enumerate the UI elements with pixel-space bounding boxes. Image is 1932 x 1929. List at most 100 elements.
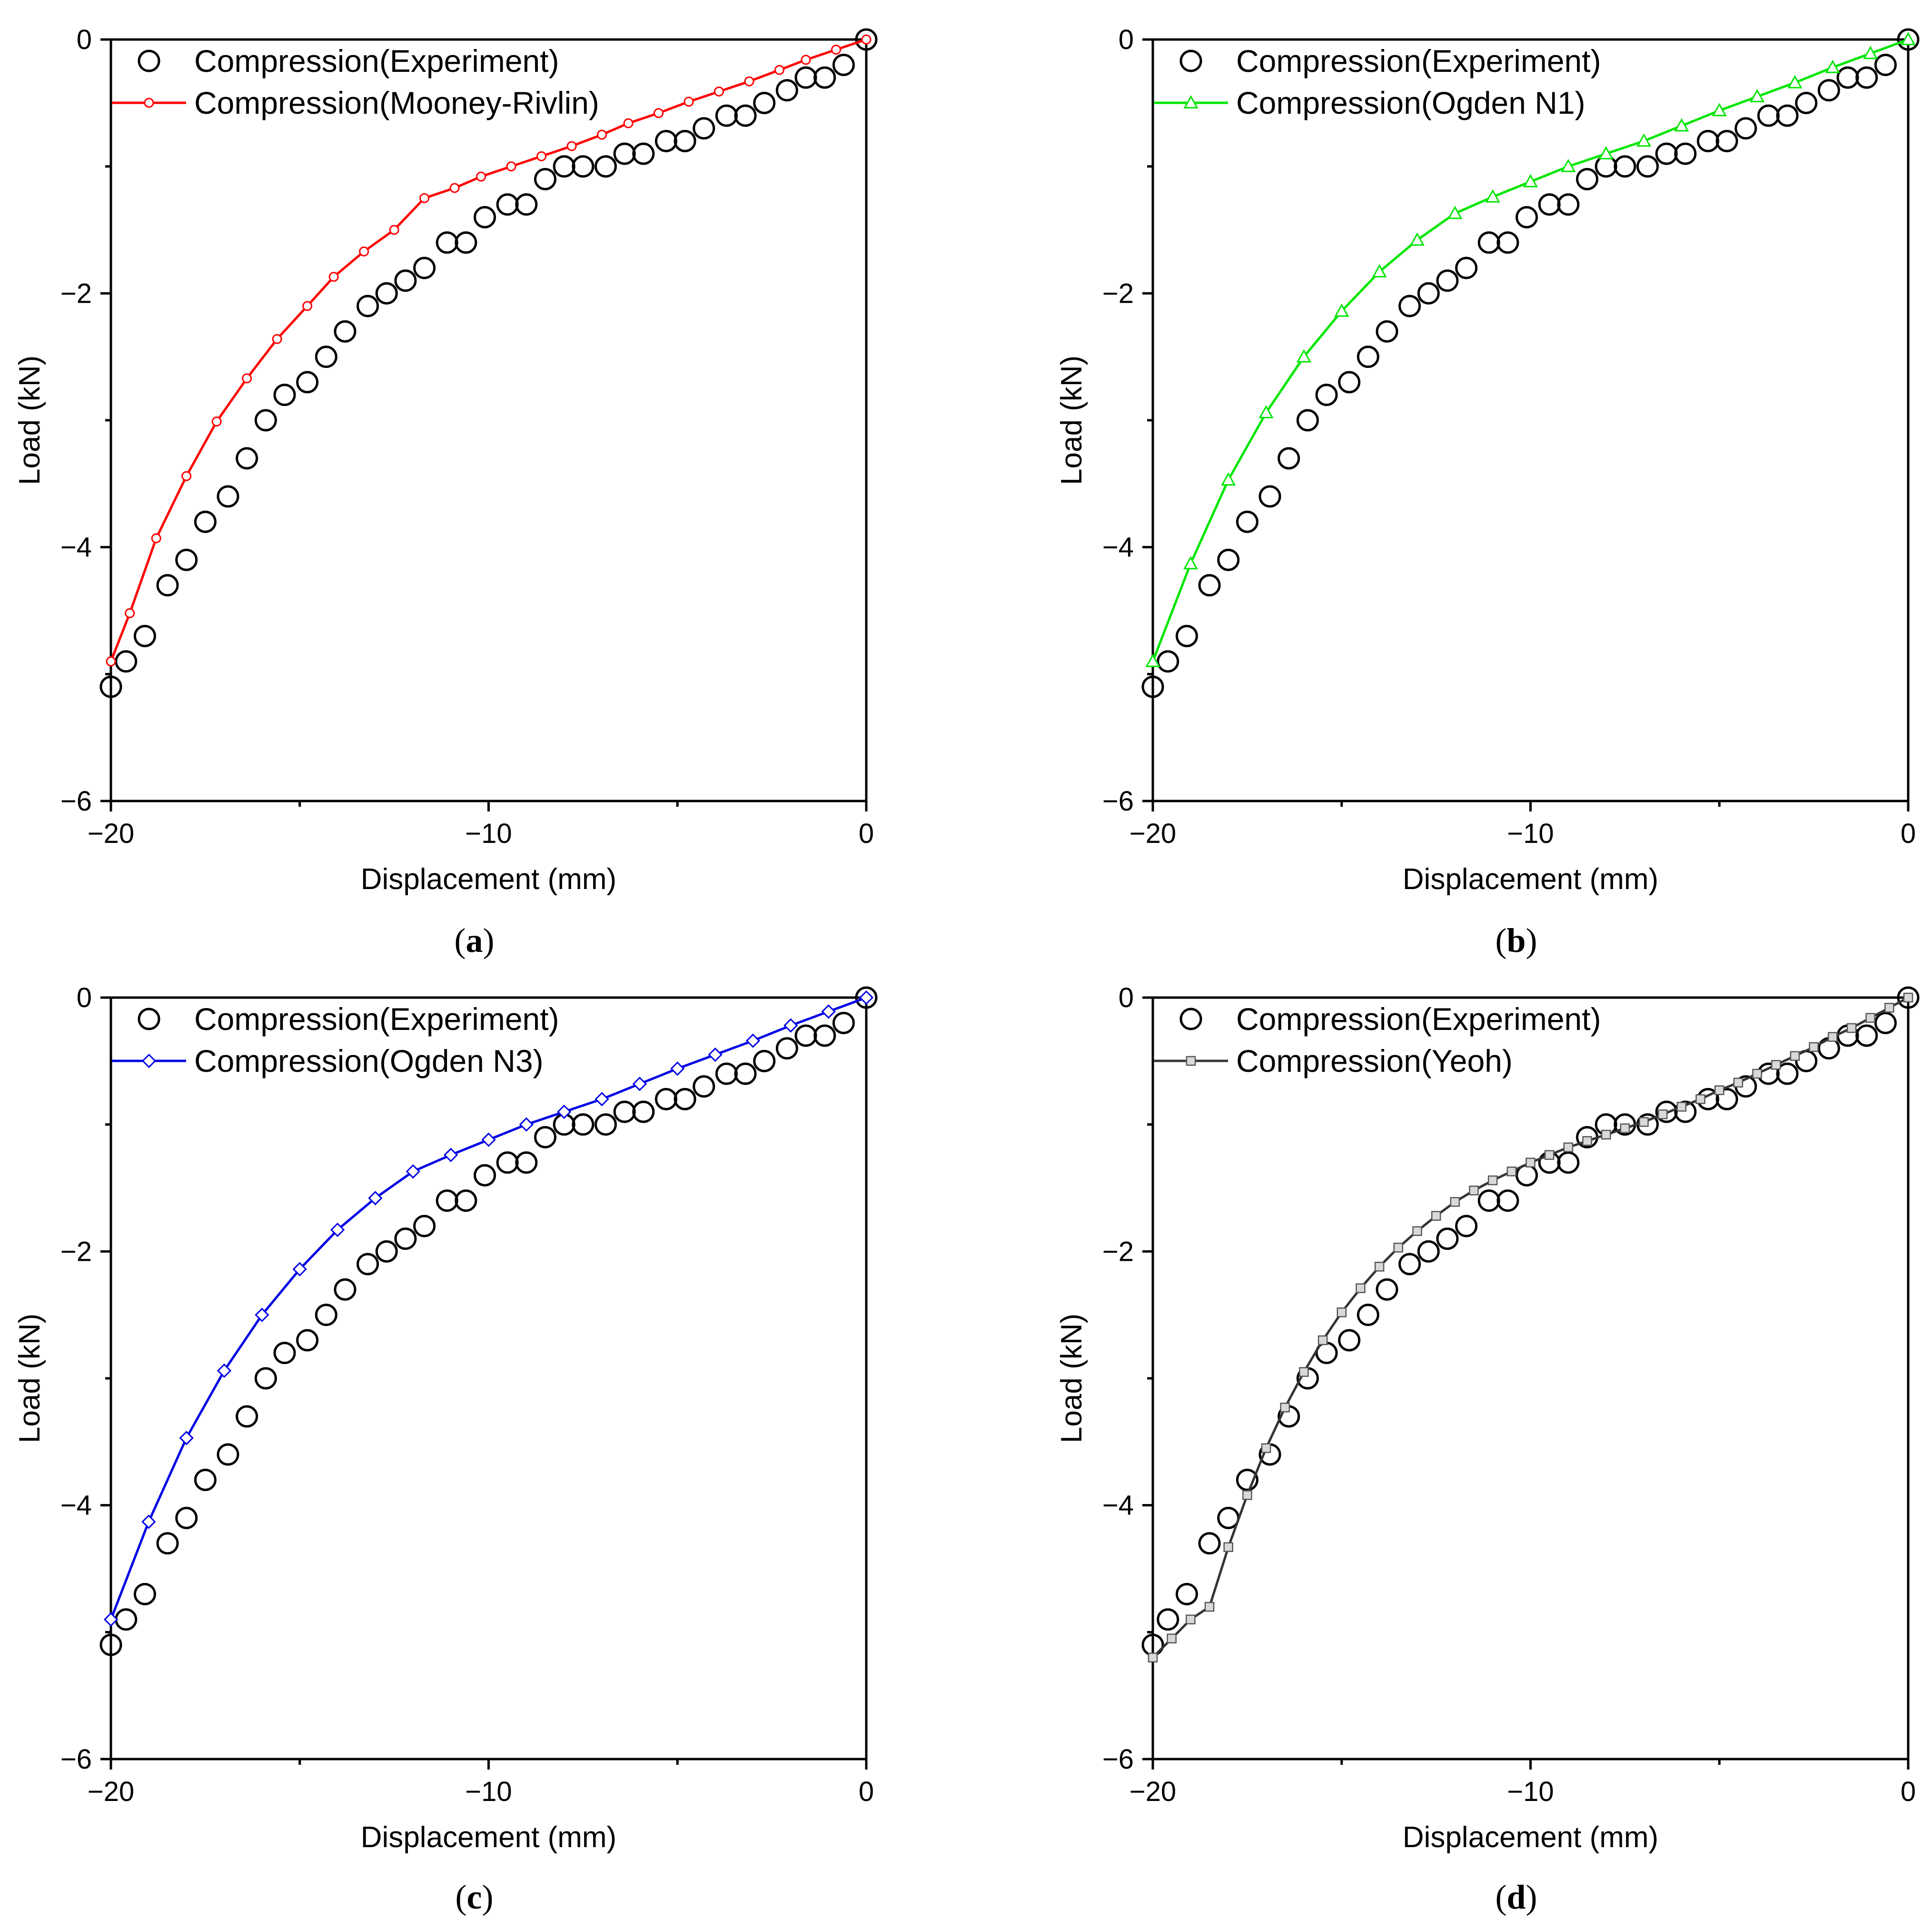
data-point: [1750, 89, 1765, 102]
data-point: [1712, 103, 1727, 117]
data-point: [103, 1612, 119, 1627]
legend: Compression(Experiment) Compression(Moone…: [112, 43, 599, 120]
data-point: [753, 1049, 776, 1072]
data-point: [734, 1062, 757, 1085]
data-point: [315, 346, 337, 368]
legend-label: Compression(Ogden N1): [1236, 85, 1585, 120]
data-point: [1639, 1117, 1649, 1127]
data-point: [744, 76, 754, 87]
data-point: [368, 1191, 383, 1206]
data-point: [632, 1100, 655, 1123]
data-point: [775, 79, 798, 102]
y-axis-title: Load (kN): [1055, 356, 1088, 485]
data-point: [1817, 79, 1840, 102]
data-point: [99, 1633, 122, 1656]
data-point: [1417, 1240, 1440, 1263]
data-point: [328, 272, 339, 282]
data-point: [444, 1148, 458, 1162]
series-0: [1141, 986, 1920, 1656]
legend: Compression(Experiment) Compression(Ogden…: [1154, 43, 1601, 120]
series-0: [99, 28, 878, 698]
data-point: [394, 1227, 417, 1250]
data-point: [255, 1307, 269, 1322]
data-point: [1855, 66, 1878, 89]
data-point: [1450, 1197, 1460, 1207]
panel-label: (b): [1495, 921, 1537, 960]
data-point: [855, 28, 878, 51]
data-point: [1676, 1102, 1687, 1112]
data-point: [1477, 1189, 1500, 1212]
data-layer: [99, 986, 878, 1656]
x-tick-label: −10: [465, 1776, 512, 1807]
data-point: [783, 1018, 798, 1033]
y-tick-label: 0: [77, 24, 92, 55]
x-tick-label: 0: [1901, 1776, 1916, 1807]
data-point: [1357, 346, 1379, 368]
data-layer: [1141, 986, 1920, 1662]
data-point: [1338, 1329, 1361, 1352]
data-point: [1544, 1150, 1555, 1160]
data-point: [99, 675, 122, 698]
data-point: [302, 301, 313, 311]
series-line: [1152, 996, 1909, 1659]
data-point: [1884, 1003, 1894, 1013]
data-point: [1337, 1307, 1347, 1317]
data-point: [106, 656, 116, 667]
data-point: [1198, 574, 1221, 597]
data-point: [534, 168, 557, 190]
series-1: [103, 990, 874, 1627]
data-point: [1733, 1078, 1744, 1088]
data-point: [1477, 231, 1500, 254]
data-point: [594, 1113, 617, 1136]
data-point: [315, 1304, 337, 1326]
data-point: [1204, 1602, 1215, 1612]
data-point: [613, 1100, 636, 1123]
data-point: [831, 44, 842, 55]
data-point: [1258, 485, 1281, 508]
data-point: [1714, 1085, 1724, 1095]
y-tick-label: 0: [1119, 24, 1134, 55]
data-point: [684, 97, 694, 107]
data-point: [734, 104, 757, 127]
data-point: [1417, 282, 1440, 305]
data-point: [1674, 118, 1689, 132]
data-point: [1538, 193, 1561, 216]
data-point: [1496, 231, 1519, 254]
legend-label: Compression(Experiment): [194, 43, 559, 79]
legend: Compression(Experiment) Compression(Yeoh): [1154, 1001, 1601, 1078]
data-point: [1752, 1068, 1762, 1079]
data-point: [1563, 1142, 1574, 1152]
legend-marker: [1183, 95, 1199, 109]
data-point: [1757, 104, 1780, 127]
data-point: [1315, 384, 1338, 406]
data-point: [821, 1004, 836, 1019]
data-layer: [99, 28, 878, 698]
data-point: [1157, 1608, 1179, 1631]
data-point: [1374, 1262, 1385, 1272]
data-point: [1776, 104, 1799, 127]
data-point: [506, 161, 516, 172]
data-point: [1223, 1542, 1233, 1552]
data-point: [115, 1608, 138, 1631]
data-point: [1278, 447, 1300, 470]
data-point: [1655, 142, 1678, 165]
data-point: [632, 1077, 647, 1091]
data-point: [715, 1062, 738, 1085]
data-point: [1901, 31, 1916, 45]
data-point: [1657, 1109, 1668, 1119]
data-point: [496, 193, 519, 216]
data-point: [242, 373, 252, 384]
data-point: [1409, 232, 1425, 246]
y-tick-label: −6: [60, 1744, 92, 1775]
data-point: [859, 990, 874, 1005]
data-point: [194, 510, 217, 533]
y-axis-title: Load (kN): [1055, 1314, 1088, 1443]
data-point: [594, 1092, 609, 1107]
legend-label: Compression(Experiment): [1236, 43, 1601, 79]
data-point: [375, 282, 398, 305]
plot-frame: [1151, 38, 1910, 802]
data-point: [236, 447, 258, 470]
data-point: [1526, 1157, 1536, 1167]
data-point: [774, 65, 784, 75]
data-point: [449, 183, 460, 193]
